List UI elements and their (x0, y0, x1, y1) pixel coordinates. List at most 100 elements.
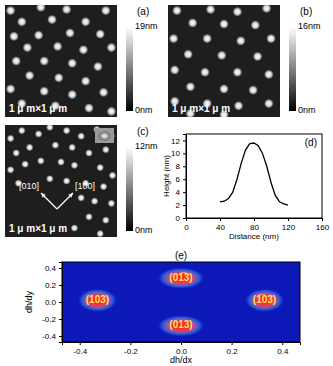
scale-label: 1 μ m×1 μ m (9, 103, 67, 114)
tick: 6 (176, 175, 186, 184)
colorbar-label: 0nm (135, 105, 153, 115)
quantum-dot (219, 19, 228, 28)
colorbar (289, 27, 296, 111)
axis-line (187, 219, 323, 222)
tick: -0.4 (42, 332, 62, 341)
quantum-dot (170, 65, 179, 74)
heat-spot (245, 288, 285, 312)
tick: 0 (184, 218, 189, 232)
tick-label: 10 (171, 149, 180, 158)
axis-line (63, 343, 301, 346)
tick-label: 0.4 (45, 264, 57, 273)
inset-background (95, 128, 114, 143)
quantum-dot (46, 125, 53, 131)
quantum-dot (200, 68, 209, 77)
tick-label: 40 (216, 223, 225, 232)
quantum-dot (107, 107, 116, 116)
tick: 160 (316, 218, 330, 232)
quantum-dot (78, 133, 85, 140)
quantum-dot (63, 127, 70, 134)
tick-mark (183, 153, 186, 154)
colorbar-label: 12nm (135, 141, 158, 151)
panel-label: (c) (137, 126, 149, 137)
tick-label: 80 (250, 223, 259, 232)
quantum-dot (264, 99, 273, 108)
quantum-dot (7, 135, 14, 142)
quantum-dot (206, 5, 215, 14)
axis-title: Height (nm) (162, 155, 171, 197)
tick-label: 4 (176, 188, 181, 197)
tick-mark (183, 205, 186, 206)
quantum-dot (102, 217, 109, 224)
quantum-dot (46, 175, 53, 182)
quantum-dot (23, 43, 32, 52)
tick-mark (59, 336, 62, 337)
arrow-line (57, 193, 73, 209)
quantum-dot (78, 194, 85, 201)
quantum-dot (101, 6, 110, 15)
colorbar-label: 19nm (135, 21, 158, 31)
quantum-dot (9, 32, 18, 41)
quantum-dot (96, 30, 105, 39)
tick-mark (183, 192, 186, 193)
axis: 024681012 (171, 135, 186, 224)
dots (6, 5, 116, 116)
colorbar (126, 27, 133, 111)
quantum-dot (253, 52, 262, 61)
spot-label: (013) (169, 319, 192, 330)
tick: 0.2 (45, 281, 62, 290)
quantum-dot (36, 5, 45, 12)
quantum-dot (34, 31, 43, 40)
tick: 10 (171, 149, 186, 158)
spot-label: (103) (86, 294, 109, 305)
quantum-dot (266, 34, 275, 43)
heatmap-panel: (01̅3)(103)(1̅03)(013)-0.4-0.20.00.20.4-… (24, 250, 301, 365)
direction-label: [100] (75, 181, 95, 191)
heat-spot (77, 288, 117, 312)
tick-label: -0.2 (124, 347, 138, 356)
plot-frame (186, 134, 322, 218)
figure: 1 μ m×1 μ m19nm0nm(a)1 μ m×1 μ m16nm0nm(… (0, 0, 333, 366)
tick-mark (232, 342, 233, 345)
axis: 04080120160 (184, 218, 329, 232)
tick-label: 0.2 (45, 281, 57, 290)
image-panel: 1 μ m×1 μ m 19nm 0nm (a) (5, 3, 158, 117)
tick-label: 0 (176, 214, 181, 223)
tick-label: 0.2 (227, 347, 239, 356)
quantum-dot (54, 73, 63, 82)
quantum-dot (81, 77, 90, 86)
tick-label: 0.4 (277, 347, 289, 356)
quantum-dot (62, 5, 71, 14)
quantum-dot (57, 158, 64, 165)
tick-mark (59, 285, 62, 286)
quantum-dot (79, 45, 88, 54)
tick-label: 8 (176, 162, 181, 171)
panel-label: (e) (175, 250, 187, 261)
tick: -0.2 (124, 342, 138, 356)
quantum-dot (53, 42, 62, 51)
panel-label: (b) (300, 6, 312, 17)
quantum-dot (85, 213, 92, 220)
quantum-dot (71, 224, 78, 231)
quantum-dot (71, 162, 78, 169)
quantum-dot (233, 7, 242, 16)
panel-label: (a) (137, 6, 149, 17)
quantum-dot (26, 144, 33, 151)
quantum-dot (93, 62, 102, 71)
tick-mark (282, 342, 283, 345)
heat-spot (157, 267, 205, 289)
tick-label: 2 (176, 201, 181, 210)
quantum-dot (22, 161, 29, 168)
quantum-dot (12, 56, 21, 65)
quantum-dot (18, 127, 25, 134)
quantum-dot (108, 200, 115, 207)
tick: 40 (216, 218, 225, 232)
quantum-dot (65, 28, 74, 37)
tick: 0.4 (277, 342, 289, 356)
quantum-dot (68, 90, 77, 99)
quantum-dot (102, 146, 109, 153)
quantum-dot (84, 103, 93, 112)
quantum-dot (233, 68, 242, 77)
tick: -0.2 (42, 315, 62, 324)
axis-title: dh/dy (24, 290, 34, 313)
